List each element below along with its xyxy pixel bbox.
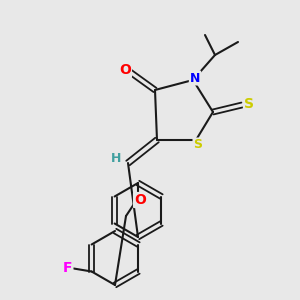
- Text: F: F: [63, 260, 72, 274]
- Text: H: H: [111, 152, 121, 166]
- Text: N: N: [190, 71, 200, 85]
- Text: O: O: [134, 193, 146, 207]
- Text: S: S: [194, 139, 202, 152]
- Text: S: S: [244, 97, 254, 111]
- Text: O: O: [119, 63, 131, 77]
